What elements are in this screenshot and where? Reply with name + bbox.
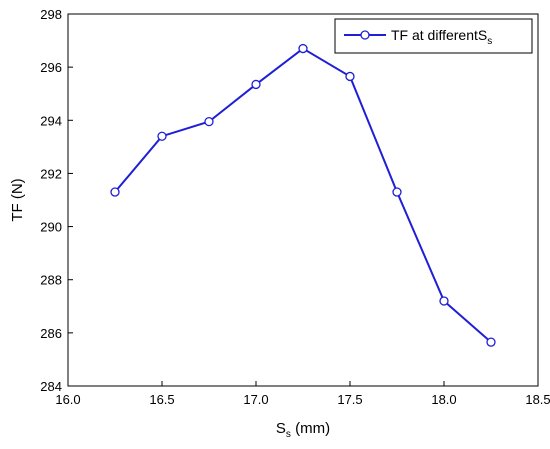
data-point (486, 337, 496, 347)
x-tick-label: 18.0 (431, 392, 456, 407)
x-axis-title-subscript: s (286, 429, 291, 440)
y-tick-label: 292 (40, 166, 62, 181)
x-tick-label: 18.5 (525, 392, 550, 407)
data-point (157, 131, 167, 141)
legend-marker-sample (360, 30, 370, 40)
y-tick-label: 290 (40, 220, 62, 235)
x-tick-label: 16.5 (149, 392, 174, 407)
y-tick-label: 298 (40, 7, 62, 22)
series-layer (110, 43, 496, 347)
series-line (114, 47, 492, 343)
data-point (110, 187, 120, 197)
x-axis-title: Ss (mm) (276, 420, 330, 440)
y-tick-label: 284 (40, 379, 62, 394)
x-tick-label: 16.0 (55, 392, 80, 407)
data-point (298, 43, 308, 54)
data-point (204, 116, 214, 127)
plot-frame (67, 13, 539, 387)
legend: TF at differentSs (334, 18, 533, 54)
x-axis-title-main: S (276, 420, 286, 437)
data-point (251, 79, 261, 90)
legend-label-subscript: s (487, 36, 492, 47)
x-axis-title-unit: (mm) (291, 420, 330, 437)
data-point (392, 187, 402, 197)
y-tick-label: 288 (40, 273, 62, 288)
x-tick-label: 17.5 (337, 392, 362, 407)
data-point (439, 296, 449, 306)
x-axis-ticks: 16.0 16.5 17.0 17.5 18.0 18.5 (55, 381, 550, 407)
data-point (345, 71, 355, 82)
y-tick-label: 286 (40, 326, 62, 341)
y-axis-title: TF (N) (9, 178, 26, 221)
x-tick-label: 17.0 (243, 392, 268, 407)
y-tick-label: 296 (40, 60, 62, 75)
y-axis-ticks: 284 286 288 290 292 294 296 298 (40, 7, 73, 394)
y-tick-label: 294 (40, 113, 62, 128)
legend-label-main: TF at differentS (391, 27, 487, 43)
legend-label: TF at differentSs (391, 27, 492, 47)
